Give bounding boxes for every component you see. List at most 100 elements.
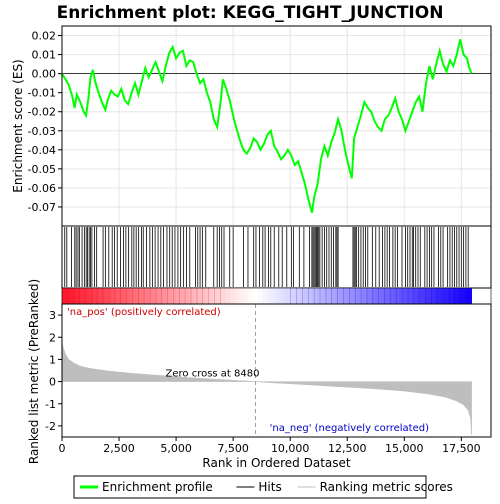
xtick-label: 15,000 [385,442,424,455]
colorbar-segment [448,288,454,304]
colorbar-segment [403,288,409,304]
es-ytick-label: 0.02 [32,30,57,43]
colorbar-segment [125,288,131,304]
colorbar-segment [421,288,427,304]
colorbar-segment [353,288,359,304]
legend-label: Ranking metric scores [320,480,453,494]
colorbar-segment [121,288,127,304]
colorbar-segment [166,288,172,304]
colorbar-segment [116,288,122,304]
colorbar-segment [416,288,422,304]
xtick-label: 0 [59,442,66,455]
colorbar-segment [157,288,163,304]
colorbar-segment [216,288,222,304]
metric-ytick-label: 1 [49,353,56,366]
zero-cross-label: Zero cross at 8480 [166,369,260,380]
colorbar-segment [371,288,377,304]
colorbar-segment [385,288,391,304]
metric-ytick-label: -2 [45,420,56,433]
ranking-metric-panel: 3 2 1 0 -1 -2 Zero cross at 8480 'na_pos' (posi… [27,279,492,464]
metric-panel-frame [61,303,492,438]
colorbar-segment [66,288,72,304]
es-ytick-label: -0.02 [28,106,56,119]
es-ytick-label: -0.04 [28,144,56,157]
colorbar-segment [457,288,463,304]
colorbar-segment [112,288,118,304]
colorbar-segment [130,288,136,304]
hits-panel [61,225,492,289]
colorbar-segment [312,288,318,304]
es-ytick-label: 0.00 [32,68,57,81]
colorbar-segment [162,288,168,304]
xtick-label: 12,500 [328,442,367,455]
colorbar-segment [357,288,363,304]
colorbar-segment [348,288,354,304]
colorbar-segment [366,288,372,304]
colorbar-segment [444,288,450,304]
colorbar-segment [207,288,213,304]
legend-label: Enrichment profile [102,480,213,494]
colorbar-segment [285,288,290,304]
colorbar-segment [143,288,149,304]
colorbar-segment [98,288,104,304]
es-ytick-label: -0.07 [28,201,56,214]
colorbar-segment [266,288,272,304]
colorbar-segment [435,288,441,304]
xtick-label: 2,500 [103,442,135,455]
colorbar-segment [376,288,381,304]
colorbar-segment [462,288,468,304]
colorbar-segment [230,288,236,304]
ranking-colorbar [61,287,492,305]
xtick-label: 7,500 [217,442,249,455]
metric-ytick-label: 2 [49,331,56,344]
colorbar-segment [80,288,86,304]
chart-title: Enrichment plot: KEGG_TIGHT_JUNCTION [57,3,444,23]
colorbar-segment [244,288,249,304]
colorbar-segment [71,288,77,304]
colorbar-segment [198,288,204,304]
colorbar-segment [394,288,400,304]
colorbar-segment [262,288,268,304]
colorbar-segment [139,288,145,304]
xtick-label: 5,000 [160,442,192,455]
enrichment-panel: 0.02 0.01 0.00 -0.01 -0.02 -0.03 -0.04 -0.05 -0.… [11,25,492,227]
colorbar-segment [325,288,331,304]
colorbar-segment [175,288,181,304]
xlabel: Rank in Ordered Dataset [202,456,350,470]
es-ylabel: Enrichment score (ES) [11,59,25,192]
colorbar-segment [344,288,350,304]
colorbar-segment [335,288,341,304]
colorbar-segment [62,288,67,304]
metric-ylabel: Ranked list metric (PreRanked) [27,279,41,464]
colorbar-segment [280,288,286,304]
colorbar-segment [412,288,418,304]
colorbar-segment [212,288,218,304]
colorbar-segment [294,288,300,304]
colorbar-segment [253,288,259,304]
colorbar-segment [189,288,195,304]
colorbar-segment [467,288,473,304]
colorbar-segment [303,288,309,304]
es-line [61,39,473,213]
colorbar-segment [330,288,336,304]
colorbar-segment [339,288,345,304]
colorbar-segment [203,288,209,304]
colorbar-segment [380,288,386,304]
colorbar-segment [289,288,295,304]
xtick-label: 10,000 [271,442,310,455]
es-ytick-label: -0.05 [28,163,56,176]
colorbar-segment [180,288,186,304]
colorbar-segment [89,288,95,304]
colorbar-segment [275,288,281,304]
colorbar-segment [148,288,154,304]
colorbar-segment [184,288,190,304]
colorbar-segment [153,288,158,304]
metric-ytick-label: -1 [45,398,56,411]
colorbar-segment [298,288,304,304]
colorbar-segment [439,288,445,304]
colorbar-segment [102,288,108,304]
colorbar-segment [389,288,395,304]
es-ytick-label: -0.01 [28,87,56,100]
colorbar-segment [234,288,240,304]
